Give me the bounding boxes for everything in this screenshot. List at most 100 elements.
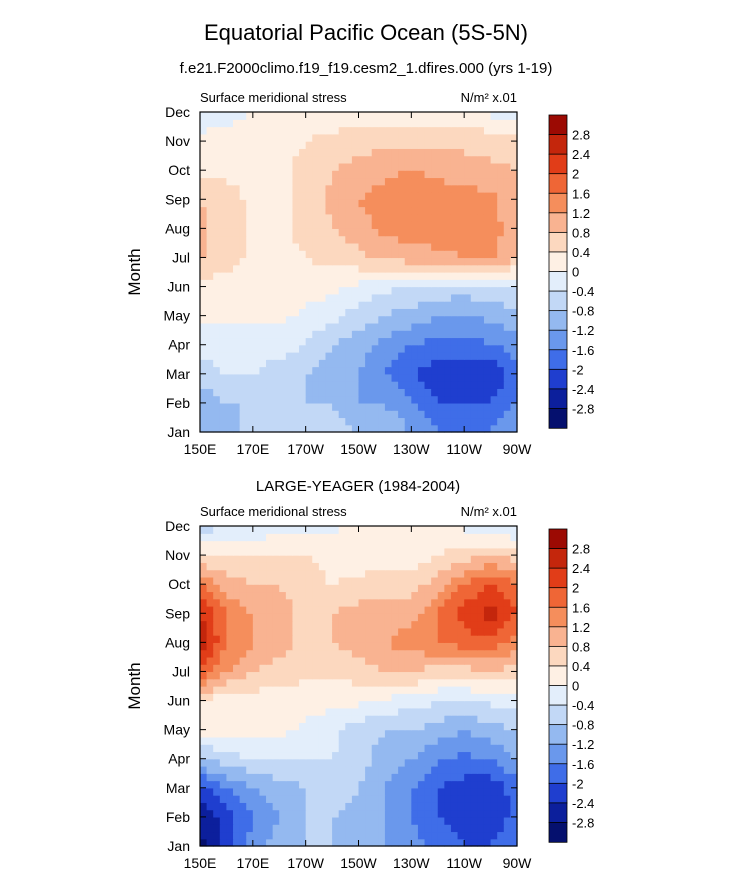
heatmap-cell: [285, 344, 294, 353]
heatmap-cell: [384, 264, 393, 273]
heatmap-cell: [464, 555, 472, 563]
heatmap-cell: [437, 410, 445, 419]
heatmap-cell: [351, 576, 360, 585]
heatmap-cell: [285, 322, 294, 331]
y-tick-label: Feb: [166, 395, 190, 411]
heatmap-cell: [457, 576, 465, 585]
heatmap-cell: [266, 787, 274, 796]
heatmap-cell: [246, 133, 254, 142]
heatmap-cell: [378, 526, 386, 534]
heatmap-cell: [411, 547, 419, 556]
heatmap-cell: [450, 816, 459, 825]
heatmap-cell: [444, 141, 452, 149]
heatmap-cell: [365, 417, 373, 426]
heatmap-cell: [312, 838, 320, 847]
heatmap-cell: [233, 293, 241, 302]
heatmap-cell: [259, 272, 267, 280]
heatmap-cell: [292, 213, 300, 222]
heatmap-cell: [431, 620, 439, 629]
heatmap-cell: [272, 184, 280, 193]
heatmap-cell: [417, 671, 426, 680]
heatmap-cell: [477, 598, 485, 607]
heatmap-cell: [457, 526, 465, 534]
heatmap-cell: [226, 795, 234, 803]
heatmap-cell: [266, 133, 274, 142]
heatmap-cell: [457, 221, 465, 229]
heatmap-cell: [450, 148, 459, 157]
heatmap-cell: [365, 598, 373, 607]
heatmap-cell: [200, 591, 208, 600]
heatmap-cell: [477, 112, 485, 120]
heatmap-cell: [246, 787, 254, 796]
heatmap-cell: [470, 613, 478, 622]
heatmap-cell: [233, 417, 241, 426]
heatmap-cell: [371, 279, 379, 288]
heatmap-cell: [384, 758, 393, 767]
heatmap-cell: [272, 322, 280, 331]
heatmap-cell: [332, 264, 340, 273]
heatmap-cell: [351, 569, 360, 578]
heatmap-cell: [338, 635, 346, 643]
heatmap-cell: [490, 133, 498, 142]
heatmap-cell: [497, 417, 505, 426]
heatmap-cell: [246, 264, 254, 273]
heatmap-cell: [470, 206, 478, 215]
heatmap-cell: [200, 722, 208, 731]
heatmap-cell: [457, 795, 465, 803]
heatmap-cell: [299, 410, 307, 419]
heatmap-cell: [266, 671, 274, 680]
heatmap-cell: [338, 795, 346, 803]
heatmap-cell: [206, 410, 214, 419]
heatmap-cell: [272, 221, 280, 229]
colorbar-label: 2.8: [572, 542, 590, 557]
heatmap-cell: [470, 555, 478, 563]
heatmap-cell: [219, 664, 228, 673]
heatmap-cell: [312, 686, 320, 694]
heatmap-cell: [239, 693, 247, 702]
heatmap-cell: [391, 547, 399, 556]
heatmap-cell: [358, 758, 366, 767]
heatmap-cell: [490, 598, 498, 607]
heatmap-cell: [470, 155, 478, 164]
heatmap-cell: [365, 126, 373, 135]
heatmap-cell: [411, 126, 419, 135]
heatmap-cell: [266, 112, 274, 120]
heatmap-cell: [239, 272, 247, 280]
heatmap-cell: [490, 170, 498, 179]
heatmap-cell: [490, 272, 498, 280]
heatmap-cell: [332, 119, 340, 128]
heatmap-cell: [470, 635, 478, 643]
heatmap-cell: [378, 787, 386, 796]
heatmap-cell: [358, 824, 366, 833]
heatmap-cell: [391, 177, 399, 186]
heatmap-cell: [503, 293, 511, 302]
heatmap-cell: [233, 613, 241, 622]
heatmap-cell: [411, 141, 419, 149]
heatmap-cell: [299, 722, 307, 731]
heatmap-cell: [431, 192, 439, 200]
heatmap-cell: [404, 250, 412, 259]
heatmap-cell: [299, 388, 307, 397]
heatmap-cell: [345, 533, 353, 542]
heatmap-cell: [371, 162, 379, 171]
heatmap-cell: [266, 591, 274, 600]
heatmap-cell: [305, 199, 313, 208]
heatmap-cell: [226, 816, 234, 825]
heatmap-cell: [464, 388, 472, 397]
heatmap-cell: [279, 388, 287, 397]
heatmap-cell: [437, 700, 445, 709]
heatmap-cell: [391, 126, 399, 135]
heatmap-cell: [470, 381, 478, 389]
heatmap-cell: [444, 736, 452, 745]
heatmap-cell: [510, 206, 518, 215]
heatmap-cell: [477, 184, 485, 193]
heatmap-cell: [358, 257, 366, 266]
heatmap-cell: [411, 148, 419, 157]
heatmap-cell: [272, 671, 280, 680]
heatmap-cell: [285, 352, 294, 360]
heatmap-cell: [391, 352, 399, 360]
heatmap-cell: [325, 301, 333, 309]
heatmap-cell: [384, 184, 393, 193]
heatmap-cell: [206, 693, 214, 702]
heatmap-cell: [252, 555, 261, 563]
